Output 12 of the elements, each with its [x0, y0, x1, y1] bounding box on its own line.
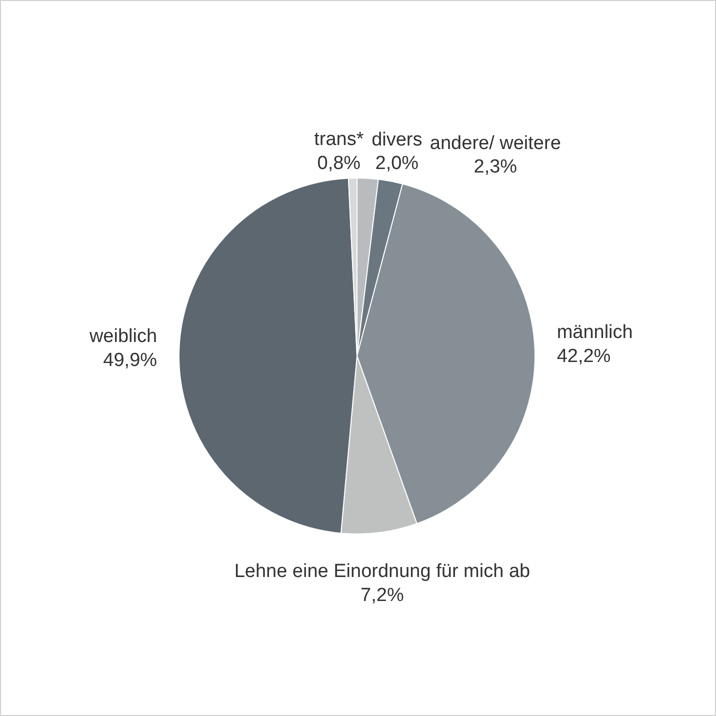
- slice-label: divers: [372, 129, 422, 150]
- data-label: 0,8%: [317, 152, 361, 174]
- slice-label: Lehne eine Einordnung für mich ab: [234, 561, 530, 582]
- data-label: 2,0%: [375, 153, 419, 174]
- data-label: 7,2%: [360, 584, 404, 606]
- slice-label: weiblich: [88, 326, 158, 348]
- slice-label: trans*: [314, 129, 364, 150]
- slice-label: männlich: [556, 322, 633, 344]
- data-label: 49,9%: [103, 350, 158, 371]
- data-label: 42,2%: [556, 346, 611, 367]
- data-label: 2,3%: [474, 156, 518, 178]
- slice-label: andere/ weitere: [430, 132, 561, 154]
